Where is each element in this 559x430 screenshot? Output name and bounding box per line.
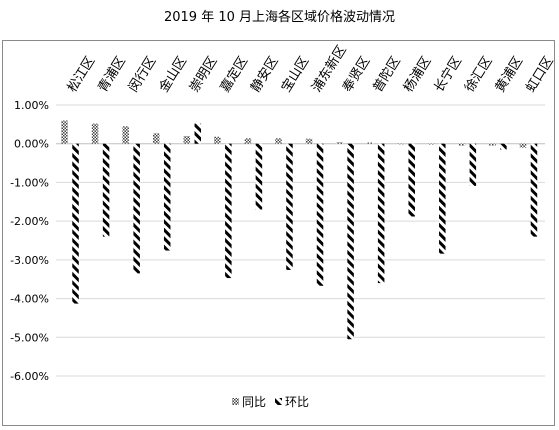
category-label: 虹口区 <box>523 54 556 95</box>
bar-yoy <box>458 143 466 146</box>
bar-yoy <box>519 143 527 148</box>
y-tick-label: -5.00% <box>10 331 49 344</box>
bar-yoy <box>336 142 343 144</box>
bar-yoy <box>61 120 68 144</box>
y-tick-label: -2.00% <box>10 215 49 228</box>
bar-mom <box>72 143 79 304</box>
bar-mom <box>225 143 232 279</box>
bar-mom <box>439 143 446 254</box>
chart-title: 2019 年 10 月上海各区域价格波动情况 <box>163 10 396 25</box>
category-label: 闵行区 <box>126 54 159 95</box>
y-tick-label: -4.00% <box>10 293 49 306</box>
category-label: 普陀区 <box>370 54 404 96</box>
bar-mom <box>408 143 415 217</box>
y-tick-label: 0.00% <box>14 138 49 151</box>
bar-mom <box>500 143 507 150</box>
legend-label-mom: 环比 <box>285 395 309 409</box>
bar-yoy <box>152 133 160 144</box>
bar-mom <box>102 143 110 237</box>
bar-mom <box>194 123 202 144</box>
bar-mom <box>286 143 293 270</box>
category-label: 徐汇区 <box>462 54 495 95</box>
bar-yoy <box>275 138 282 144</box>
category-label: 长宁区 <box>431 54 465 96</box>
bar-yoy <box>305 138 313 144</box>
bar-yoy <box>428 143 435 145</box>
bar-yoy <box>183 135 191 144</box>
y-tick-label: -6.00% <box>10 370 49 383</box>
y-tick-label: 1.00% <box>14 99 49 112</box>
bar-mom <box>163 143 171 251</box>
bar-mom <box>316 143 324 286</box>
category-label: 宝山区 <box>279 54 312 95</box>
legend-swatch-mom <box>275 398 282 405</box>
bar-yoy <box>397 143 404 145</box>
category-label: 嘉定区 <box>218 54 251 95</box>
category-label: 青浦区 <box>96 54 129 95</box>
category-label: 奉贤区 <box>340 54 373 95</box>
bar-mom <box>255 143 263 210</box>
category-label: 金山区 <box>156 54 190 96</box>
category-label: 黄浦区 <box>493 54 526 95</box>
category-label: 松江区 <box>65 54 98 95</box>
bar-yoy <box>214 136 221 144</box>
category-label: 静安区 <box>248 54 281 95</box>
bar-mom <box>347 143 354 340</box>
legend-swatch-yoy <box>232 398 239 405</box>
y-tick-label: -3.00% <box>10 254 49 267</box>
bar-mom <box>133 143 140 274</box>
bar-yoy <box>489 143 496 146</box>
bar-yoy <box>91 123 99 144</box>
category-label: 杨浦区 <box>401 54 434 95</box>
bar-mom <box>377 143 385 284</box>
bar-yoy <box>122 126 129 144</box>
bar-mom <box>469 143 477 186</box>
bar-mom <box>530 143 538 237</box>
category-label: 崇明区 <box>187 54 220 95</box>
bar-yoy <box>244 138 252 144</box>
chart-frame <box>2 40 555 426</box>
y-tick-label: -1.00% <box>10 176 49 189</box>
bar-yoy <box>366 142 374 144</box>
legend-label-yoy: 同比 <box>242 395 266 409</box>
